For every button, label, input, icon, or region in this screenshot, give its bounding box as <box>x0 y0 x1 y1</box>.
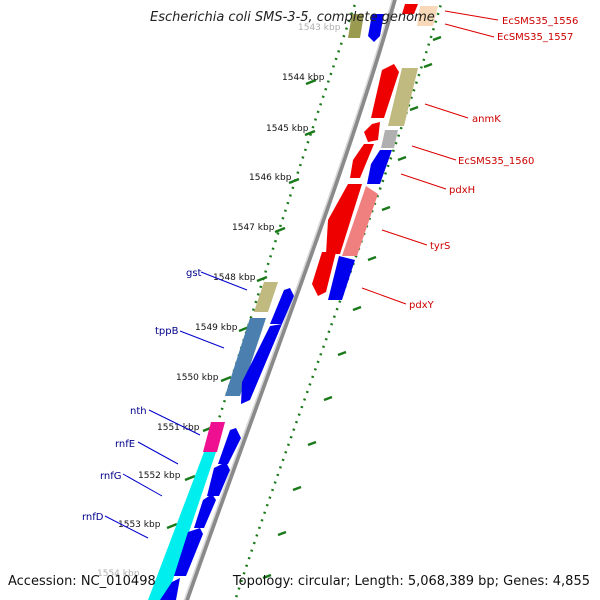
tick-label: 1545 kbp <box>266 124 309 134</box>
tick-label: 1543 kbp <box>298 23 341 33</box>
map-title: Escherichia coli SMS-3-5, complete genom… <box>150 10 435 25</box>
tick-label: 1544 kbp <box>282 73 325 83</box>
gene-feature <box>368 14 384 42</box>
gene-feature <box>364 122 380 142</box>
left-leader-lines <box>104 271 248 539</box>
gene-feature <box>194 494 216 528</box>
gene-feature <box>350 144 374 178</box>
gene-feature <box>207 462 230 496</box>
gene-feature <box>160 578 180 600</box>
right-leader-lines <box>361 10 499 305</box>
gene-label-right: tyrS <box>430 241 450 252</box>
gene-tppB-arrow <box>225 318 266 396</box>
gene-pdxH-arrow <box>367 150 392 184</box>
gene-label-left: gst <box>186 268 202 279</box>
tick-label: 1550 kbp <box>176 373 219 383</box>
gene-rnfE-cyan-arrow <box>148 452 216 600</box>
gene-feature <box>402 4 418 14</box>
tick-label: 1548 kbp <box>213 273 256 283</box>
gene-feature <box>381 130 398 148</box>
gene-feature <box>348 14 364 38</box>
gene-pdxY-arrow <box>328 256 355 300</box>
outer-tick-marks <box>262 35 442 580</box>
gene-feature <box>326 184 362 254</box>
tick-label: 1552 kbp <box>138 471 181 481</box>
gene-label-right: EcSMS35_1557 <box>497 32 573 43</box>
gene-label-left: rnfG <box>100 471 122 482</box>
backbone-ruler <box>183 0 397 600</box>
gene-label-right: EcSMS35_1560 <box>458 156 534 167</box>
gene-label-left: rnfD <box>82 512 104 523</box>
tick-label: 1554 kbp <box>97 569 140 579</box>
gene-feature <box>417 6 438 26</box>
gene-nth-arrow <box>203 422 225 452</box>
gene-label-left: tppB <box>155 326 179 337</box>
gene-label-left: rnfE <box>115 439 135 450</box>
gene-feature <box>241 324 282 404</box>
gene-feature <box>218 428 241 464</box>
tick-label: 1547 kbp <box>232 223 275 233</box>
accession-label: Accession: NC_010498 <box>8 574 156 589</box>
gene-feature <box>174 528 203 576</box>
gene-gst-arrow <box>254 282 278 312</box>
gene-feature <box>270 288 294 324</box>
tick-label: 1549 kbp <box>195 323 238 333</box>
tick-label: 1546 kbp <box>249 173 292 183</box>
tick-label: 1551 kbp <box>157 423 200 433</box>
gene-label-right: EcSMS35_1556 <box>502 16 578 27</box>
gene-label-left: nth <box>130 406 147 417</box>
tick-label: 1553 kbp <box>118 520 161 530</box>
gene-label-right: anmK <box>472 114 501 125</box>
gene-feature <box>388 68 418 126</box>
backbone-ruler-highlight <box>183 0 393 600</box>
gene-label-right: pdxY <box>409 300 435 311</box>
gene-tyrS-arrow <box>342 186 378 256</box>
gene-label-right: pdxH <box>449 185 475 196</box>
gene-feature <box>312 252 336 296</box>
gene-anmK-arrow <box>371 64 399 118</box>
genome-summary: Topology: circular; Length: 5,068,389 bp… <box>232 574 590 589</box>
